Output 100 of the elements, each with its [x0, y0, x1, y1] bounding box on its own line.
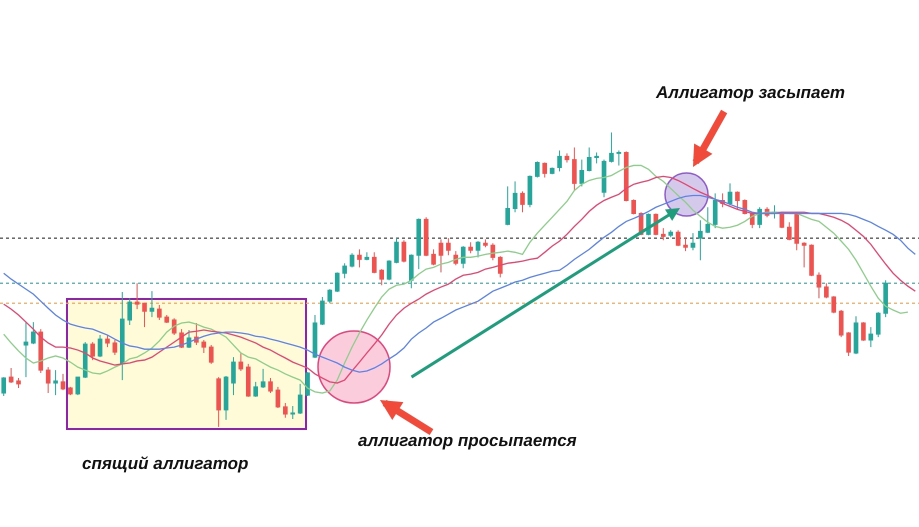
candlestick	[676, 230, 680, 247]
candlestick	[216, 376, 221, 428]
candlestick	[579, 159, 584, 187]
candlestick	[602, 159, 606, 198]
candlestick	[660, 228, 666, 241]
candlestick	[379, 268, 384, 286]
candlestick	[60, 373, 66, 391]
candlestick	[76, 376, 80, 396]
candlestick	[794, 212, 800, 251]
candlestick	[253, 381, 258, 398]
candlestick	[260, 368, 266, 389]
candlestick	[735, 190, 740, 210]
candlestick	[446, 238, 451, 256]
candlestick	[120, 292, 125, 381]
candlestick	[631, 198, 636, 215]
candlestick	[854, 316, 858, 355]
candlestick	[224, 375, 228, 420]
candlestick	[312, 314, 318, 359]
candlestick	[342, 262, 347, 279]
candlestick	[46, 366, 50, 394]
candlestick	[712, 192, 718, 229]
candlestick	[690, 232, 696, 251]
candlestick	[68, 386, 73, 396]
candlestick	[572, 147, 577, 191]
candlestick	[327, 288, 332, 304]
candlestick	[127, 298, 132, 326]
candlestick	[364, 252, 370, 261]
candlestick	[98, 334, 102, 358]
candlestick	[809, 244, 814, 277]
candlestick	[624, 150, 629, 202]
candlestick	[112, 340, 118, 356]
candlestick	[372, 252, 377, 274]
candlestick	[550, 167, 554, 175]
candlestick	[8, 368, 14, 384]
candlestick	[883, 280, 888, 318]
candlestick	[424, 216, 428, 257]
candlestick	[90, 342, 95, 361]
candlestick	[468, 242, 473, 254]
candlestick	[276, 386, 280, 409]
candlestick	[557, 150, 562, 172]
candlestick	[157, 304, 162, 321]
candlestick	[838, 310, 844, 338]
candlestick	[246, 363, 251, 398]
candlestick	[150, 290, 154, 318]
candlestick	[876, 312, 881, 338]
candlestick	[705, 206, 710, 234]
candlestick	[616, 150, 622, 166]
candlestick	[816, 272, 822, 299]
candlestick	[164, 314, 170, 324]
candlestick	[431, 248, 436, 266]
candlestick	[846, 332, 851, 356]
candlestick	[31, 322, 36, 345]
candlestick	[16, 378, 21, 389]
candlestick	[1, 376, 6, 396]
candlestick	[350, 252, 354, 268]
candlestick	[520, 190, 525, 213]
candlestick	[105, 334, 110, 348]
candlestick	[542, 162, 548, 178]
candlestick	[298, 383, 302, 414]
candlestick	[683, 236, 688, 252]
candlestick	[698, 220, 703, 261]
text: спящий аллигатор	[82, 454, 248, 473]
candlestick	[594, 152, 599, 164]
candlestick	[357, 248, 362, 268]
candlestick	[861, 322, 866, 342]
candlestick	[728, 182, 732, 206]
candlestick	[868, 326, 874, 348]
candlestick	[386, 260, 392, 281]
candlestick	[586, 147, 592, 172]
candlestick	[505, 186, 510, 226]
candlestick	[402, 240, 406, 263]
candlestick	[512, 180, 518, 213]
candlestick	[528, 174, 532, 208]
candlestick	[490, 242, 496, 261]
candlestick	[142, 302, 147, 328]
candlestick	[283, 402, 288, 418]
candlestick	[786, 222, 792, 241]
candlestick	[53, 370, 58, 396]
candlestick	[134, 282, 140, 310]
candlestick	[831, 296, 836, 314]
candlestick	[802, 242, 806, 268]
candlestick	[668, 230, 674, 238]
text: аллигатор просыпается	[358, 431, 577, 450]
candlestick	[320, 296, 325, 326]
candlestick	[238, 352, 244, 372]
candlestick	[394, 238, 399, 264]
candlestick	[334, 272, 340, 293]
candlestick	[38, 328, 44, 374]
candlestick	[290, 406, 296, 420]
candlestick	[476, 240, 480, 258]
candlestick	[824, 282, 829, 299]
candlestick	[564, 152, 570, 164]
text: Аллигатор засыпает	[655, 83, 846, 102]
candlestick	[438, 238, 444, 273]
candlestick	[609, 132, 614, 164]
candlestick	[268, 378, 273, 394]
candlestick	[416, 218, 422, 270]
candlestick	[201, 340, 206, 354]
candlestick	[231, 356, 236, 396]
candlestick	[483, 238, 488, 248]
